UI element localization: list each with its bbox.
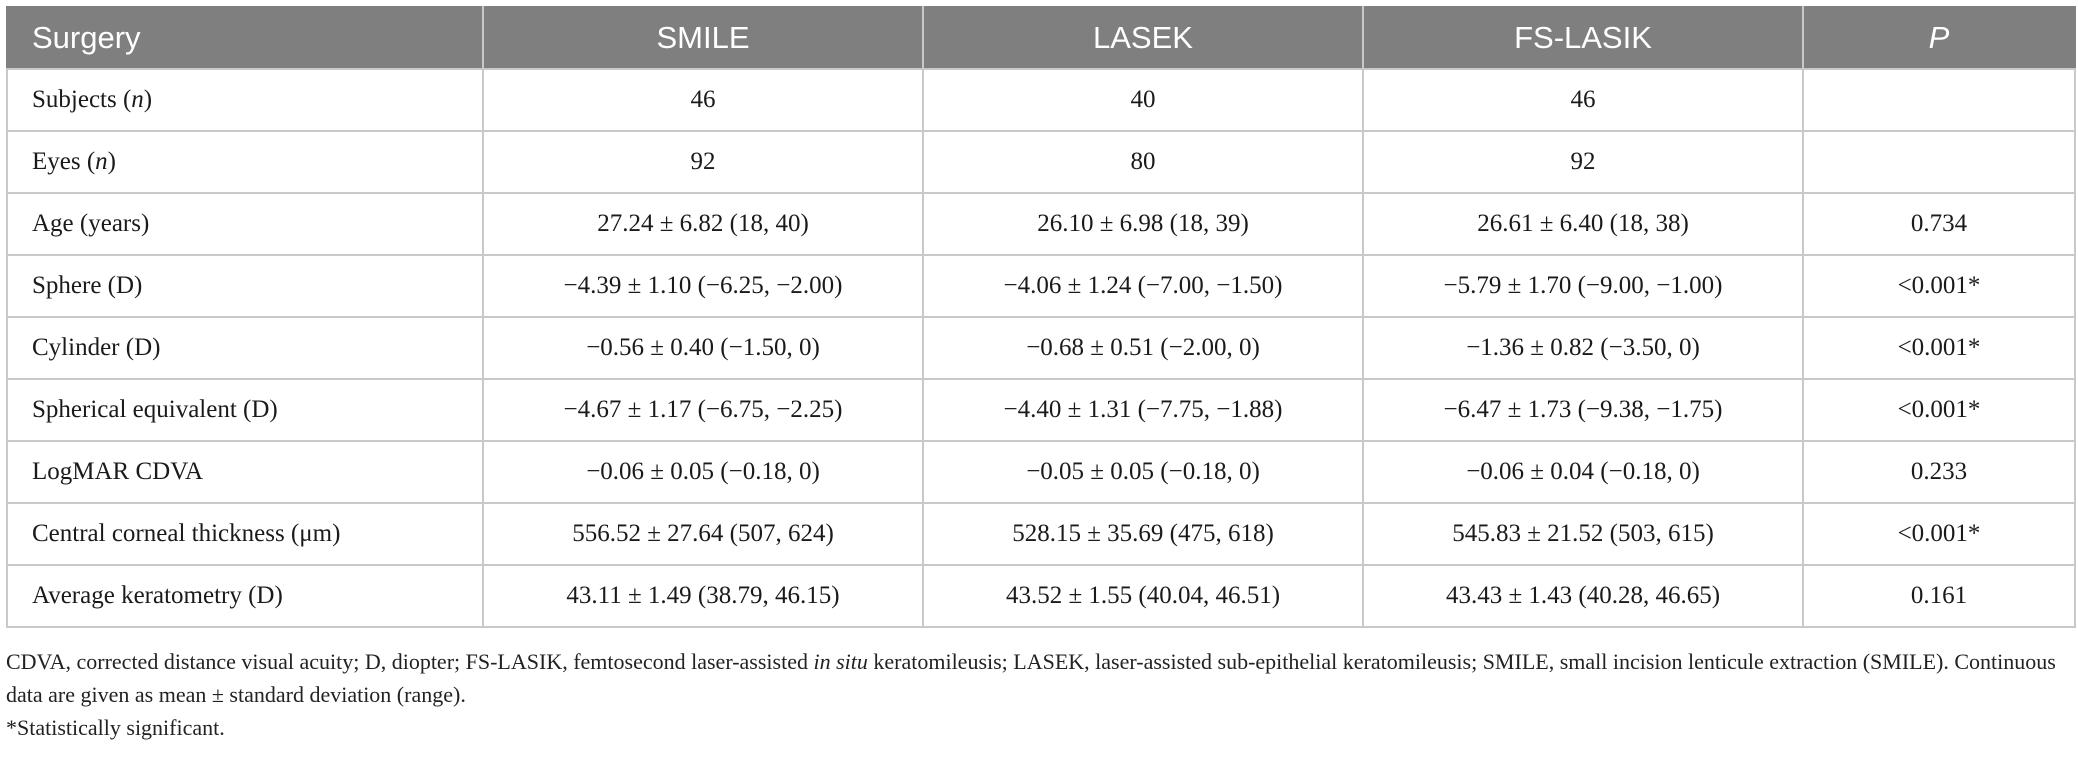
cell-smile: 43.11 ± 1.49 (38.79, 46.15) [482, 564, 924, 628]
table-footnotes: CDVA, corrected distance visual acuity; … [6, 645, 2074, 744]
row-label: Average keratometry (D) [6, 564, 484, 628]
cell-p-value: 0.233 [1802, 440, 2076, 504]
table-row: Average keratometry (D) 43.11 ± 1.49 (38.… [6, 564, 2076, 628]
data-table-container: Surgery SMILE LASEK FS-LASIK P Subjects … [6, 6, 2076, 628]
header-surgery: Surgery [6, 6, 484, 70]
cell-fs-lasik: −5.79 ± 1.70 (−9.00, −1.00) [1362, 254, 1804, 318]
row-label-text: Subjects ( [32, 86, 132, 113]
row-label: Spherical equivalent (D) [6, 378, 484, 442]
cell-smile: −4.39 ± 1.10 (−6.25, −2.00) [482, 254, 924, 318]
abbreviations-text-2: keratomileusis; LASEK, laser-assisted su… [6, 649, 2056, 707]
cell-lasek: 26.10 ± 6.98 (18, 39) [922, 192, 1364, 256]
table-row: Cylinder (D) −0.56 ± 0.40 (−1.50, 0) −0.68… [6, 316, 2076, 380]
baseline-characteristics-table: Surgery SMILE LASEK FS-LASIK P Subjects … [6, 6, 2076, 628]
cell-smile: −4.67 ± 1.17 (−6.75, −2.25) [482, 378, 924, 442]
row-label: Sphere (D) [6, 254, 484, 318]
cell-fs-lasik: 26.61 ± 6.40 (18, 38) [1362, 192, 1804, 256]
abbreviations-text-1: CDVA, corrected distance visual acuity; … [6, 649, 814, 674]
cell-lasek: −0.05 ± 0.05 (−0.18, 0) [922, 440, 1364, 504]
cell-p-value: 0.734 [1802, 192, 2076, 256]
row-label-tail: ) [143, 86, 153, 113]
cell-lasek: 528.15 ± 35.69 (475, 618) [922, 502, 1364, 566]
table-row: Sphere (D) −4.39 ± 1.10 (−6.25, −2.00) −4.… [6, 254, 2076, 318]
row-label-variable: n [95, 148, 108, 175]
table-row: LogMAR CDVA −0.06 ± 0.05 (−0.18, 0) −0.05 … [6, 440, 2076, 504]
cell-p-value: <0.001* [1802, 254, 2076, 318]
header-fs-lasik: FS-LASIK [1362, 6, 1804, 70]
row-label-text: Cylinder (D) [32, 334, 161, 361]
cell-lasek: 80 [922, 130, 1364, 194]
header-lasek: LASEK [922, 6, 1364, 70]
cell-fs-lasik: 545.83 ± 21.52 (503, 615) [1362, 502, 1804, 566]
cell-p-value [1802, 68, 2076, 132]
cell-lasek: −0.68 ± 0.51 (−2.00, 0) [922, 316, 1364, 380]
cell-lasek: 40 [922, 68, 1364, 132]
row-label-text: Eyes ( [32, 148, 96, 175]
header-row: Surgery SMILE LASEK FS-LASIK P [6, 6, 2076, 70]
cell-fs-lasik: −6.47 ± 1.73 (−9.38, −1.75) [1362, 378, 1804, 442]
row-label-text: Average keratometry (D) [32, 582, 283, 609]
cell-fs-lasik: −0.06 ± 0.04 (−0.18, 0) [1362, 440, 1804, 504]
cell-smile: −0.06 ± 0.05 (−0.18, 0) [482, 440, 924, 504]
row-label: Age (years) [6, 192, 484, 256]
row-label-text: Spherical equivalent (D) [32, 396, 278, 423]
cell-smile: −0.56 ± 0.40 (−1.50, 0) [482, 316, 924, 380]
cell-lasek: −4.06 ± 1.24 (−7.00, −1.50) [922, 254, 1364, 318]
table-body: Subjects (n) 46 40 46 Eyes (n) 92 80 92 Age (yea… [6, 68, 2076, 628]
table-row: Subjects (n) 46 40 46 [6, 68, 2076, 132]
header-p-value: P [1802, 6, 2076, 70]
cell-smile: 46 [482, 68, 924, 132]
cell-p-value: 0.161 [1802, 564, 2076, 628]
abbreviations-italic-text: in situ [813, 649, 868, 674]
cell-p-value: <0.001* [1802, 502, 2076, 566]
cell-smile: 556.52 ± 27.64 (507, 624) [482, 502, 924, 566]
row-label: Subjects (n) [6, 68, 484, 132]
significance-note: *Statistically significant. [6, 715, 225, 740]
abbreviations-note: CDVA, corrected distance visual acuity; … [6, 645, 2074, 711]
cell-fs-lasik: −1.36 ± 0.82 (−3.50, 0) [1362, 316, 1804, 380]
table-header: Surgery SMILE LASEK FS-LASIK P [6, 6, 2076, 70]
cell-smile: 92 [482, 130, 924, 194]
row-label: LogMAR CDVA [6, 440, 484, 504]
row-label: Eyes (n) [6, 130, 484, 194]
row-label-text: Central corneal thickness (μm) [32, 520, 341, 547]
cell-fs-lasik: 43.43 ± 1.43 (40.28, 46.65) [1362, 564, 1804, 628]
cell-fs-lasik: 46 [1362, 68, 1804, 132]
header-smile: SMILE [482, 6, 924, 70]
row-label: Cylinder (D) [6, 316, 484, 380]
cell-p-value: <0.001* [1802, 378, 2076, 442]
cell-p-value [1802, 130, 2076, 194]
cell-fs-lasik: 92 [1362, 130, 1804, 194]
row-label-text: LogMAR CDVA [32, 458, 204, 485]
row-label-tail: ) [107, 148, 116, 175]
table-row: Age (years) 27.24 ± 6.82 (18, 40) 26.10 ± … [6, 192, 2076, 256]
table-row: Central corneal thickness (μm) 556.52 ± 2… [6, 502, 2076, 566]
cell-lasek: 43.52 ± 1.55 (40.04, 46.51) [922, 564, 1364, 628]
row-label-variable: n [131, 86, 144, 113]
cell-lasek: −4.40 ± 1.31 (−7.75, −1.88) [922, 378, 1364, 442]
cell-p-value: <0.001* [1802, 316, 2076, 380]
row-label-text: Sphere (D) [32, 272, 143, 299]
row-label-text: Age (years) [32, 210, 150, 237]
table-row: Spherical equivalent (D) −4.67 ± 1.17 (−6… [6, 378, 2076, 442]
table-row: Eyes (n) 92 80 92 [6, 130, 2076, 194]
row-label: Central corneal thickness (μm) [6, 502, 484, 566]
cell-smile: 27.24 ± 6.82 (18, 40) [482, 192, 924, 256]
